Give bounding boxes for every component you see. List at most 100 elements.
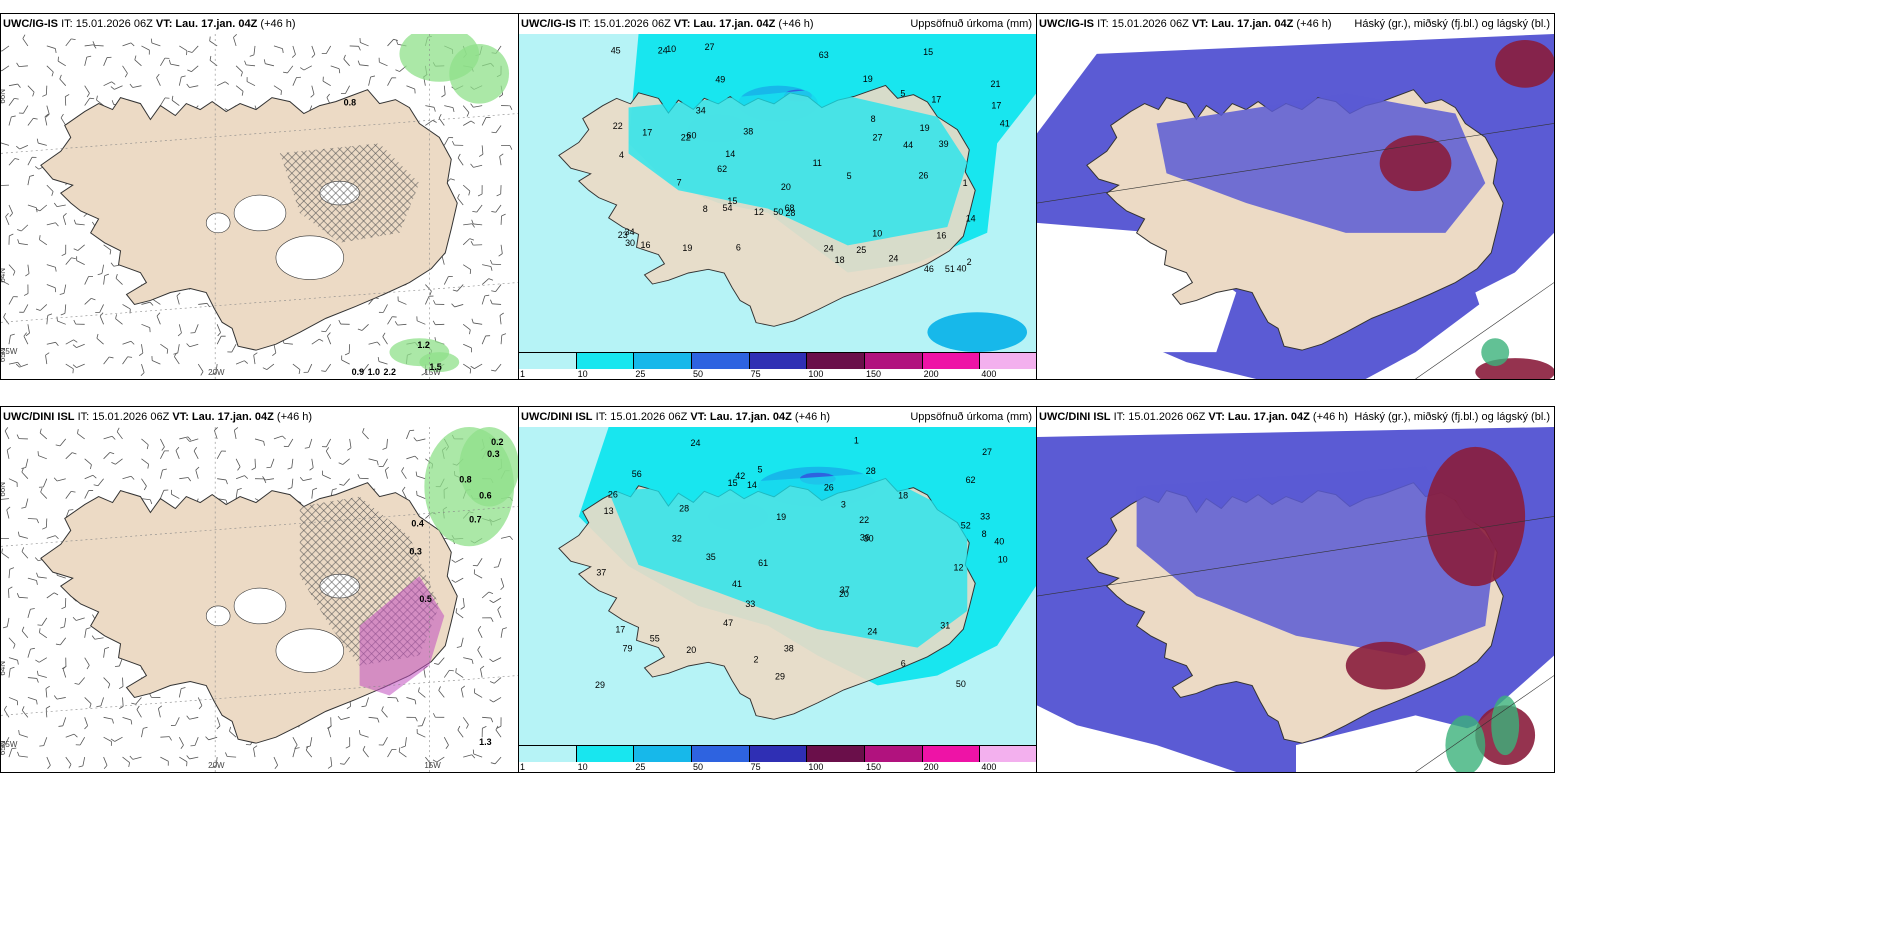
wind-barb xyxy=(174,352,180,365)
wind-barb xyxy=(382,438,388,450)
wind-value: 0.9 xyxy=(352,367,364,377)
wind-barb xyxy=(253,352,258,365)
wind-barb xyxy=(65,257,76,265)
wind-barb xyxy=(481,278,494,285)
wind-barb xyxy=(253,745,258,758)
wind-barb xyxy=(17,531,28,539)
wind-barb xyxy=(463,754,476,759)
precip-value: 15 xyxy=(923,47,933,57)
wind-barb xyxy=(141,726,148,738)
wind-barb xyxy=(8,204,13,217)
precip-value: 68 xyxy=(785,203,795,213)
wind-barb xyxy=(103,435,116,440)
wind-barb xyxy=(262,476,275,481)
wind-barb xyxy=(25,264,30,277)
wind-barb xyxy=(498,244,503,257)
wind-barb xyxy=(287,478,294,490)
wind-barb xyxy=(500,213,506,225)
wind-barb xyxy=(443,137,454,146)
precip-value: 1 xyxy=(854,435,859,445)
precip-value: 19 xyxy=(682,243,692,253)
wind-barb xyxy=(175,446,180,459)
panel-wind-row2: UWC/DINI ISL IT: 15.01.2026 06Z VT: Lau.… xyxy=(0,406,519,773)
wind-barb xyxy=(53,695,66,700)
wind-barb xyxy=(179,756,188,767)
wind-barb xyxy=(179,45,188,56)
wind-barb xyxy=(103,736,112,746)
wind-barb xyxy=(368,716,380,723)
colorbar-tick: 100 xyxy=(808,762,824,772)
wind-barb xyxy=(122,356,133,365)
wind-barb xyxy=(134,55,142,67)
glacier xyxy=(275,628,344,673)
lat-label: 64N xyxy=(1,661,7,676)
wind-barb xyxy=(21,626,29,639)
wind-barb xyxy=(178,687,186,698)
precip-value: 34 xyxy=(696,106,706,116)
wind-barb xyxy=(110,736,123,742)
wind-barb xyxy=(72,616,85,621)
wind-barb xyxy=(62,665,67,678)
colorbar-swatch xyxy=(922,746,981,762)
wind-barb xyxy=(84,276,94,285)
cloud-map[interactable] xyxy=(1037,34,1554,379)
wind-barb xyxy=(178,75,186,86)
wind-barb xyxy=(344,344,351,356)
wind-barb xyxy=(480,665,485,678)
wind-barb xyxy=(359,38,369,47)
wind-barb xyxy=(129,83,142,88)
wind-barb xyxy=(73,244,85,251)
wind-barb xyxy=(197,363,204,376)
precip-value: 24 xyxy=(691,438,701,448)
wind-barb xyxy=(186,715,199,720)
wind-barb xyxy=(122,756,130,768)
precip-value: 63 xyxy=(819,50,829,60)
wind-barb xyxy=(291,45,296,58)
wind-barb xyxy=(44,113,49,126)
wind-barb xyxy=(3,705,10,718)
wind-barb xyxy=(103,677,111,689)
wind-barb xyxy=(235,487,242,499)
precip-value: 37 xyxy=(840,585,850,595)
wind-value: 0.7 xyxy=(469,514,481,524)
wind-value: 1.0 xyxy=(368,367,380,377)
wind-barb xyxy=(1,184,9,186)
wind-barb xyxy=(160,97,170,106)
precip-value: 2 xyxy=(967,257,972,267)
wind-map[interactable]: 66N 64N 65N 20W 15W 25W 0.2 0.3 0.8 0.6 0.7 0.4 0.3 0… xyxy=(1,427,518,772)
wind-barb xyxy=(462,363,472,374)
precip-value: 12 xyxy=(754,207,764,217)
wind-barb xyxy=(327,332,332,345)
wind-barb xyxy=(129,755,142,760)
wind-barb xyxy=(456,637,464,648)
wind-value: 1.3 xyxy=(479,737,491,747)
colorbar-swatch xyxy=(980,746,1036,762)
wind-barb xyxy=(46,65,54,77)
precip-map[interactable]: 20 22 24 26 40 49 50 62 54 44 39 63 45 46 14 10 11 41 21 38… xyxy=(519,34,1036,353)
wind-barb xyxy=(16,593,28,599)
wind-barb xyxy=(357,474,369,480)
precip-value: 6 xyxy=(736,243,741,253)
precip-value: 36 xyxy=(860,533,870,543)
wind-barb xyxy=(481,591,494,599)
precip-value: 30 xyxy=(864,534,874,544)
wind-barb xyxy=(131,697,142,705)
wind-barb xyxy=(103,273,110,285)
glacier xyxy=(275,235,344,280)
precip-map[interactable]: 10 26 38 24 47 52 62 61 79 29 55 33 41 50 56 28 8 37 40 22 3… xyxy=(519,427,1036,746)
wind-barb xyxy=(491,363,502,372)
precip-value: 51 xyxy=(945,264,955,274)
wind-value: 0.4 xyxy=(411,518,423,528)
cloud-map[interactable] xyxy=(1037,427,1554,772)
precip-value: 21 xyxy=(990,79,1000,89)
wind-barb xyxy=(402,486,407,499)
wind-barb xyxy=(53,477,66,482)
precip-area xyxy=(927,312,1028,353)
wind-barb xyxy=(46,264,57,272)
wind-barb xyxy=(39,737,48,747)
wind-barb xyxy=(416,316,426,325)
wind-barb xyxy=(381,706,388,718)
wind-barb xyxy=(443,276,453,285)
wind-map[interactable]: 66N 64N 65N 20W 15W 25W 0.8 1.2 0.9 1.0 2.2 1.5 xyxy=(1,34,518,379)
wind-barb xyxy=(387,748,397,758)
